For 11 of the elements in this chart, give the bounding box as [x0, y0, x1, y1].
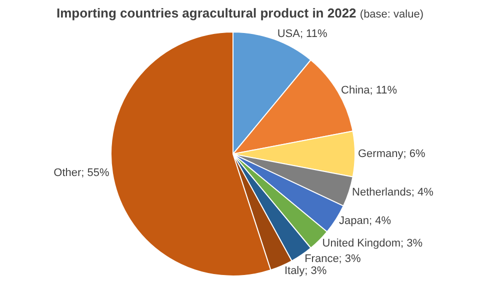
- slice-label: Japan; 4%: [339, 215, 392, 228]
- slice-label: Italy; 3%: [284, 265, 327, 278]
- slice-label: China; 11%: [341, 84, 398, 96]
- slice-label: Other; 55%: [54, 167, 110, 180]
- slice-label: France; 3%: [304, 253, 362, 266]
- slice-label: United Kingdom; 3%: [322, 237, 423, 250]
- slice-label: Germany; 6%: [358, 148, 426, 160]
- chart-subtitle: (base: value): [360, 8, 424, 21]
- chart-title: Importing countries agracultural product in 2022: [56, 6, 356, 21]
- slice-label: USA; 11%: [277, 28, 328, 40]
- slice-label: Netherlands; 4%: [352, 186, 434, 198]
